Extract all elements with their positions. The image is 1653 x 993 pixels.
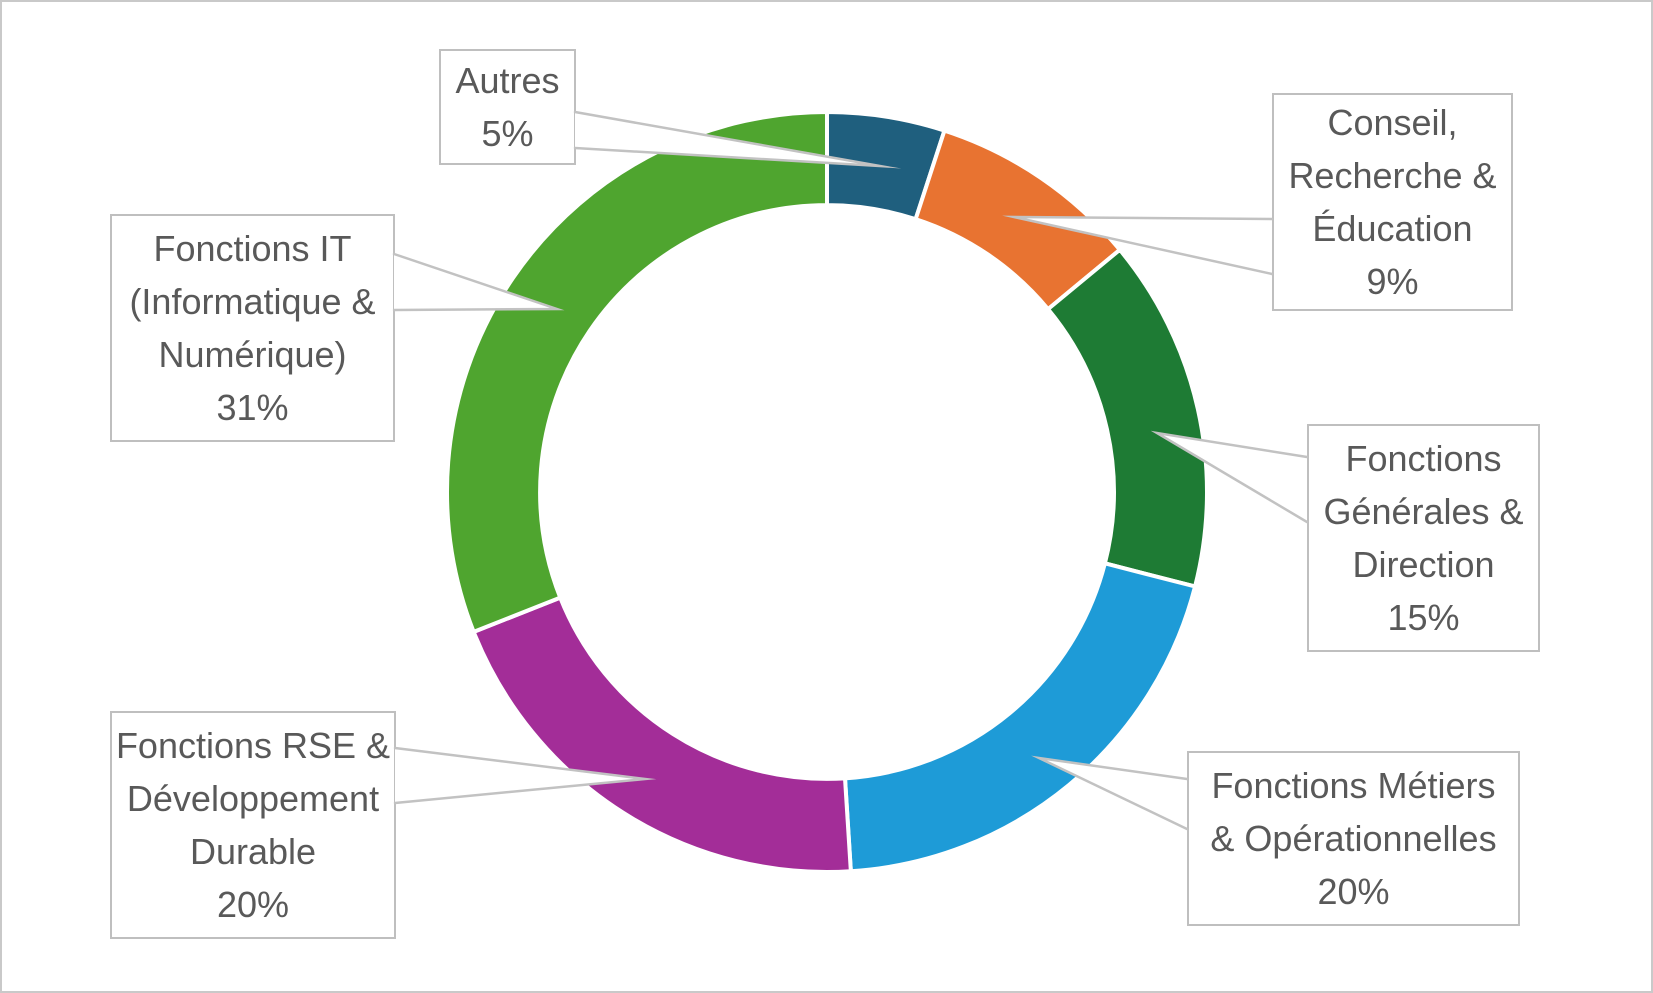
callout-fonctions-metiers-operationnelles[interactable]: Fonctions Métiers & Opérationnelles 20% xyxy=(1187,751,1520,926)
callout-fonctions-it-informatique-numerique[interactable]: Fonctions IT (Informatique & Numérique) … xyxy=(110,214,395,442)
callout-fonctions-generales-direction[interactable]: Fonctions Générales & Direction 15% xyxy=(1307,424,1540,652)
callout-conseil-recherche-education[interactable]: Conseil, Recherche & Éducation 9% xyxy=(1272,93,1513,311)
donut-slice-fonctions-it-informatique-numerique[interactable] xyxy=(444,109,829,635)
callout-fonctions-rse-developpement-durable[interactable]: Fonctions RSE & Développement Durable 20… xyxy=(110,711,396,939)
donut-slice-fonctions-metiers-operationnelles[interactable] xyxy=(842,560,1198,874)
donut-slice-fonctions-rse-developpement-durable[interactable] xyxy=(471,595,853,874)
donut-slice-fonctions-generales-direction[interactable] xyxy=(1045,246,1209,589)
callout-autres[interactable]: Autres 5% xyxy=(439,49,576,165)
